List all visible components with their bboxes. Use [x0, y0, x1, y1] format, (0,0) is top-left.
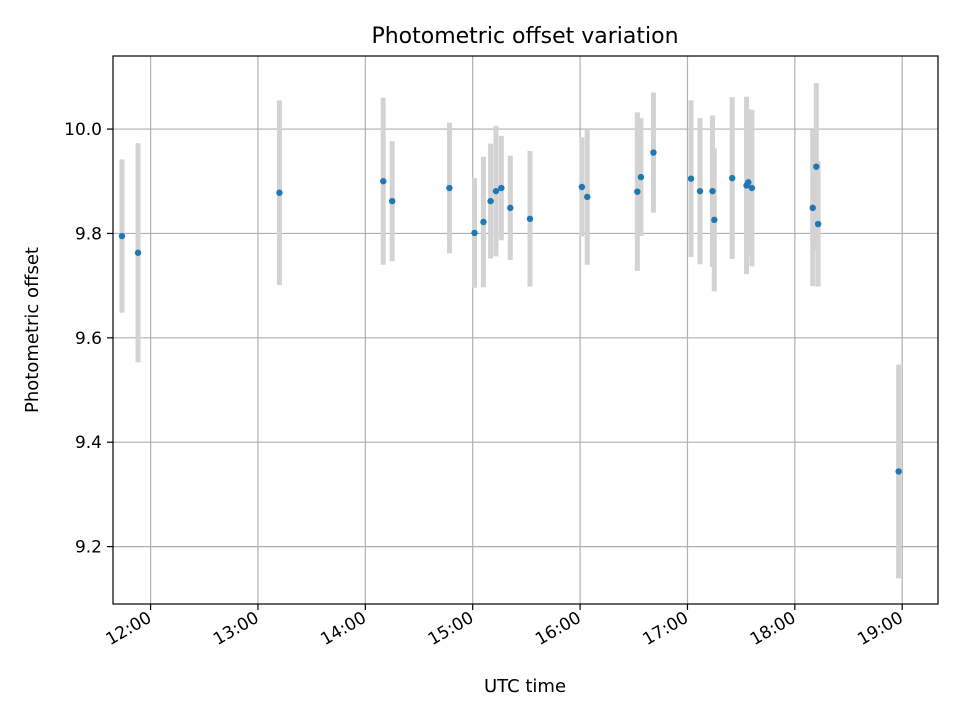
data-point [687, 175, 695, 182]
data-point [498, 184, 505, 192]
data-point [471, 229, 478, 237]
data-point [895, 468, 902, 475]
y-tick-label: 9.8 [75, 224, 102, 244]
y-tick-label: 9.2 [75, 538, 102, 558]
data-point [650, 149, 657, 156]
data-point [634, 188, 641, 195]
data-point [748, 184, 756, 192]
data-point [813, 163, 820, 170]
data-point [380, 178, 387, 185]
data-point [711, 216, 718, 224]
data-point [446, 184, 453, 192]
data-points [118, 149, 902, 475]
grid [113, 56, 938, 604]
y-tick-label: 9.4 [75, 433, 102, 453]
data-point [637, 173, 645, 181]
data-point [578, 183, 586, 191]
data-point [728, 174, 736, 182]
data-point [526, 215, 534, 223]
chart-title: Photometric offset variation [371, 24, 678, 49]
y-axis-label: Photometric offset [22, 247, 43, 413]
data-point [507, 204, 514, 212]
data-point [709, 187, 716, 195]
data-point [118, 232, 126, 240]
y-axis-ticks: 9.2 9.4 9.6 9.8 10.0 [64, 120, 113, 558]
data-point [492, 187, 500, 195]
data-point [745, 179, 752, 186]
data-point [584, 193, 591, 201]
data-point [480, 218, 487, 226]
data-point [134, 249, 142, 256]
data-point [809, 204, 816, 212]
data-point [814, 220, 822, 228]
data-point [696, 187, 704, 195]
y-tick-label: 9.6 [75, 329, 102, 349]
data-point [276, 189, 283, 196]
data-point [388, 197, 396, 205]
y-tick-label: 10.0 [64, 120, 102, 140]
plot-frame [112, 55, 939, 605]
x-axis-label: UTC time [484, 676, 566, 697]
data-point [487, 197, 494, 205]
